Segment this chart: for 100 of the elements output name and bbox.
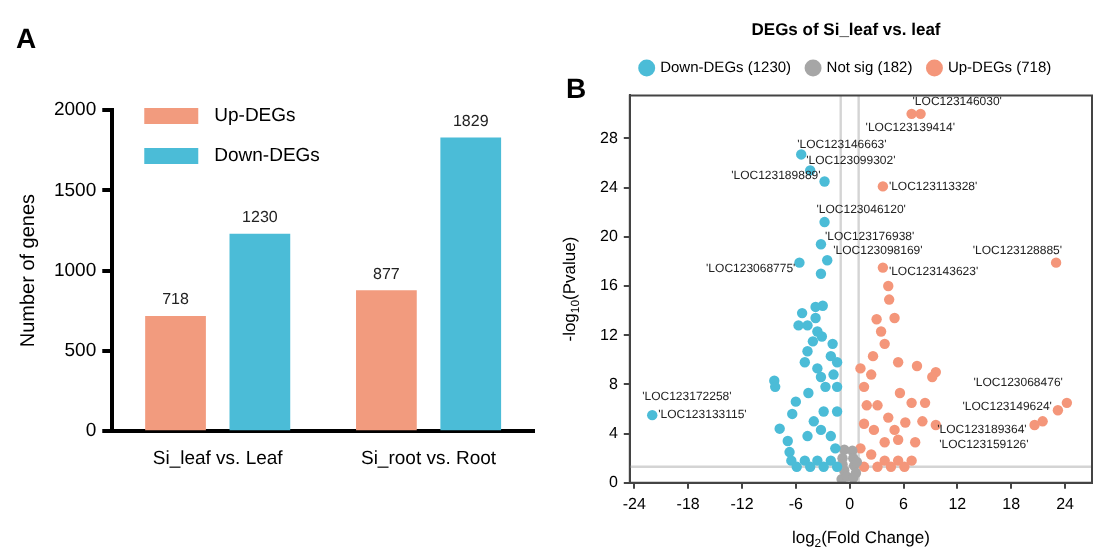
point bbox=[831, 461, 843, 473]
point bbox=[819, 216, 830, 228]
point bbox=[910, 437, 921, 448]
point bbox=[828, 369, 839, 380]
point bbox=[883, 412, 894, 423]
point bbox=[802, 346, 813, 357]
y-tick-label: 24 bbox=[599, 178, 619, 197]
point bbox=[816, 331, 828, 342]
point bbox=[866, 449, 877, 460]
point bbox=[892, 434, 904, 445]
point bbox=[825, 350, 837, 362]
point bbox=[774, 423, 785, 434]
point bbox=[889, 424, 900, 436]
y-tick-label: 500 bbox=[64, 340, 97, 363]
point bbox=[831, 357, 843, 368]
point bbox=[791, 461, 802, 473]
x-tick-label: 12 bbox=[948, 494, 968, 513]
bar bbox=[356, 290, 417, 431]
point bbox=[647, 409, 658, 421]
point bbox=[830, 443, 841, 454]
point bbox=[831, 406, 843, 417]
point bbox=[815, 239, 827, 250]
point bbox=[850, 467, 862, 479]
point bbox=[827, 338, 838, 350]
legend-label: Up-DEGs bbox=[214, 105, 297, 128]
y-tick-label: 16 bbox=[599, 276, 619, 295]
point bbox=[889, 312, 900, 324]
point bbox=[812, 363, 823, 374]
x-tick-label: -18 bbox=[676, 494, 701, 513]
chart-title: DEGs of Si_leaf vs. leaf bbox=[751, 18, 941, 39]
point bbox=[911, 360, 923, 372]
point bbox=[815, 424, 827, 436]
point bbox=[784, 446, 795, 458]
point bbox=[900, 417, 911, 428]
x-tick-label: 6 bbox=[899, 494, 910, 513]
point bbox=[793, 320, 804, 331]
point bbox=[871, 314, 882, 325]
point bbox=[1061, 397, 1073, 409]
point bbox=[807, 336, 819, 347]
x-tick-label: -6 bbox=[788, 494, 805, 513]
point bbox=[906, 455, 917, 466]
point bbox=[822, 255, 833, 266]
point bbox=[892, 357, 904, 368]
point bbox=[820, 381, 831, 393]
y-axis-title: Number of genes bbox=[17, 193, 40, 348]
bar bbox=[145, 315, 206, 431]
point bbox=[1052, 405, 1064, 416]
point bbox=[877, 262, 889, 273]
point bbox=[790, 396, 802, 407]
bar bbox=[440, 137, 502, 431]
data-label: 877 bbox=[373, 264, 401, 283]
y-tick-label: 0 bbox=[85, 420, 97, 443]
point bbox=[804, 461, 816, 473]
point bbox=[894, 387, 906, 399]
point bbox=[906, 108, 917, 120]
x-tick-label: -12 bbox=[730, 494, 755, 513]
point bbox=[885, 461, 897, 473]
y-tick-label: 2000 bbox=[53, 99, 97, 122]
point bbox=[875, 326, 887, 337]
point bbox=[858, 381, 870, 393]
point bbox=[831, 381, 843, 393]
y-tick-label: 4 bbox=[608, 424, 619, 443]
point bbox=[872, 400, 883, 411]
y-tick-label: 0 bbox=[608, 473, 619, 492]
point bbox=[883, 294, 895, 305]
point bbox=[858, 461, 870, 473]
bar bbox=[229, 233, 291, 431]
point bbox=[808, 416, 819, 427]
point bbox=[782, 435, 793, 447]
x-tick-label: 0 bbox=[845, 494, 856, 513]
y-tick-label: 8 bbox=[608, 374, 619, 393]
point bbox=[818, 461, 829, 473]
point bbox=[1050, 257, 1062, 268]
x-tick-label: 24 bbox=[1056, 494, 1076, 513]
point bbox=[802, 320, 813, 331]
y-tick-label: 1000 bbox=[53, 259, 97, 282]
x-tick-label: Si_root vs. Root bbox=[360, 447, 497, 470]
point bbox=[825, 430, 837, 442]
point bbox=[818, 406, 829, 417]
point bbox=[879, 338, 890, 350]
point bbox=[866, 369, 877, 380]
point bbox=[810, 312, 821, 324]
point bbox=[915, 108, 926, 120]
point bbox=[799, 357, 811, 368]
point bbox=[796, 149, 807, 160]
point bbox=[872, 461, 883, 473]
point bbox=[1037, 416, 1048, 427]
legend-label: Down-DEGs bbox=[214, 145, 321, 168]
point bbox=[868, 424, 880, 436]
point bbox=[815, 268, 827, 279]
point bbox=[787, 408, 798, 420]
point bbox=[906, 397, 917, 409]
point bbox=[819, 176, 830, 187]
point bbox=[867, 350, 879, 362]
point bbox=[899, 461, 910, 473]
point bbox=[858, 418, 870, 429]
text: B bbox=[566, 71, 587, 104]
y-tick-label: 12 bbox=[599, 325, 619, 344]
point bbox=[1029, 419, 1040, 431]
y-tick-label: 20 bbox=[599, 227, 619, 246]
